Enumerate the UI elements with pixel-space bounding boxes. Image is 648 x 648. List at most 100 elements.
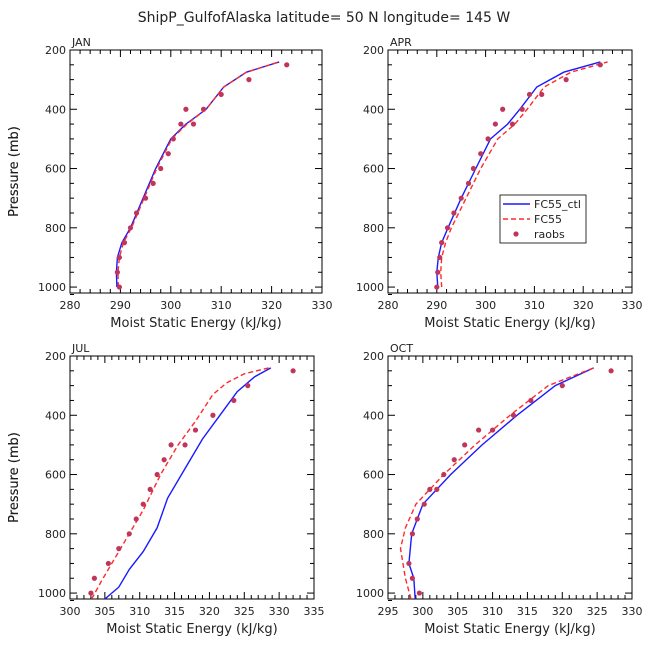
series-line-fc55 (90, 367, 269, 599)
raobs-point (91, 575, 97, 581)
raobs-point (246, 77, 252, 83)
legend-label-fc55: FC55 (534, 213, 562, 226)
raobs-point (465, 180, 472, 186)
raobs-point (154, 471, 160, 478)
x-axis-label: Moist Static Energy (kJ/kg) (424, 316, 595, 331)
x-tick-label: 310 (524, 299, 545, 312)
panel-label: APR (390, 36, 412, 49)
y-tick-label: 400 (45, 409, 66, 422)
x-tick-label: 320 (261, 299, 282, 312)
x-tick-label: 310 (129, 605, 150, 618)
raobs-point (210, 412, 216, 418)
raobs-point (161, 457, 167, 463)
raobs-point (290, 368, 296, 374)
raobs-point (435, 269, 441, 275)
raobs-point (559, 383, 565, 389)
raobs-point (458, 195, 464, 201)
raobs-point (105, 560, 111, 567)
raobs-point (470, 165, 476, 172)
raobs-point (485, 136, 491, 142)
y-tick-label: 400 (363, 103, 384, 116)
x-tick-label: 290 (426, 299, 447, 312)
y-tick-label: 1000 (356, 587, 384, 600)
raobs-point (500, 106, 506, 112)
series-group (88, 367, 296, 599)
x-tick-label: 335 (304, 605, 325, 618)
legend: FC55_ctl FC55 raobs (499, 194, 587, 244)
raobs-point (439, 240, 445, 246)
raobs-point (218, 91, 224, 98)
y-tick-label: 600 (45, 163, 66, 176)
raobs-point (510, 412, 517, 418)
x-tick-label: 305 (94, 605, 115, 618)
y-tick-label: 1000 (38, 281, 66, 294)
raobs-point (492, 121, 498, 127)
raobs-point (519, 106, 525, 112)
panel-oct: OCT 295 300 305 310 315 320 325 330 200 400 600 800 1… (7, 342, 643, 637)
raobs-point (528, 397, 534, 404)
raobs-point (116, 546, 122, 552)
y-tick-label: 800 (363, 528, 384, 541)
x-tick-label: 325 (587, 605, 608, 618)
panel-jan: JAN 280 290 300 310 320 330 200 400 600 800 1000 Moi… (7, 36, 333, 331)
raobs-point (170, 136, 176, 142)
x-tick-label: 330 (622, 605, 643, 618)
raobs-point (284, 62, 290, 68)
legend-label-fc55_ctl: FC55_ctl (534, 198, 581, 211)
x-tick-label: 280 (60, 299, 81, 312)
raobs-point (406, 560, 412, 567)
x-axis-label: Moist Static Energy (kJ/kg) (424, 622, 595, 637)
y-tick-label: 800 (45, 222, 66, 235)
raobs-point (200, 106, 207, 112)
series-group (114, 61, 290, 290)
raobs-point (116, 254, 122, 261)
raobs-point (444, 225, 451, 231)
series-line-fc55_ctl (104, 367, 272, 599)
figure-title: ShipP_GulfofAlaska latitude= 50 N longit… (138, 10, 511, 26)
raobs-point (168, 442, 174, 448)
raobs-point (476, 427, 482, 433)
panel-label: OCT (390, 342, 413, 355)
raobs-point (478, 151, 484, 157)
raobs-point (451, 457, 457, 463)
series-line-fc55_ctl (436, 61, 601, 288)
raobs-point (414, 516, 420, 522)
y-axis-label: Pressure (mb) (7, 126, 22, 217)
x-tick-label: 315 (164, 605, 185, 618)
plot-frame (387, 49, 633, 294)
raobs-point (165, 151, 171, 157)
x-tick-label: 290 (110, 299, 131, 312)
x-tick-label: 300 (60, 605, 81, 618)
panel-jul: JUL 300 305 310 315 320 325 330 335 200 400 600 800 1… (7, 342, 325, 637)
x-tick-label: 305 (447, 605, 468, 618)
raobs-point (150, 180, 156, 186)
x-axis-label: Moist Static Energy (kJ/kg) (106, 622, 277, 637)
raobs-point (539, 91, 545, 98)
series-line-fc55_ctl (115, 61, 280, 288)
series-line-fc55_ctl (408, 367, 594, 599)
plot-frame (387, 355, 633, 600)
y-tick-label: 200 (363, 350, 384, 363)
series-line-fc55 (399, 367, 594, 599)
raobs-point (421, 501, 427, 507)
raobs-point (190, 121, 197, 127)
y-tick-label: 800 (45, 528, 66, 541)
x-tick-label: 320 (199, 605, 220, 618)
panel-apr: APR 280 290 300 310 320 330 200 400 600 800 1000 Moi… (7, 36, 643, 331)
raobs-point (409, 531, 415, 537)
raobs-point (143, 195, 149, 201)
x-tick-label: 320 (573, 299, 594, 312)
raobs-point (563, 77, 569, 83)
x-tick-label: 320 (552, 605, 573, 618)
raobs-point (183, 106, 189, 112)
x-tick-label: 295 (378, 605, 399, 618)
panels-group: JAN 280 290 300 310 320 330 200 400 600 800 1000 Moi… (7, 36, 643, 637)
raobs-point (140, 501, 146, 507)
raobs-point (147, 486, 153, 492)
x-tick-label: 330 (622, 299, 643, 312)
y-axis-label: Pressure (mb) (7, 432, 22, 523)
series-line-fc55 (117, 61, 280, 288)
x-tick-label: 310 (211, 299, 232, 312)
raobs-point (133, 516, 139, 522)
raobs-point (127, 225, 134, 231)
